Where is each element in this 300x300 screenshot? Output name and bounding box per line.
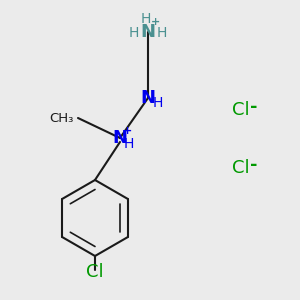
Text: H: H <box>129 26 139 40</box>
Text: N: N <box>140 89 155 107</box>
Text: +: + <box>122 126 132 136</box>
Text: +: + <box>152 17 160 27</box>
Text: H: H <box>157 26 167 40</box>
Text: H: H <box>153 96 163 110</box>
Text: H: H <box>141 12 151 26</box>
Text: N: N <box>140 23 155 41</box>
Text: -: - <box>250 98 258 116</box>
Text: CH₃: CH₃ <box>50 112 74 124</box>
Text: -: - <box>250 156 258 174</box>
Text: Cl: Cl <box>86 263 104 281</box>
Text: N: N <box>112 129 128 147</box>
Text: Cl: Cl <box>232 159 250 177</box>
Text: H: H <box>124 137 134 151</box>
Text: Cl: Cl <box>232 101 250 119</box>
